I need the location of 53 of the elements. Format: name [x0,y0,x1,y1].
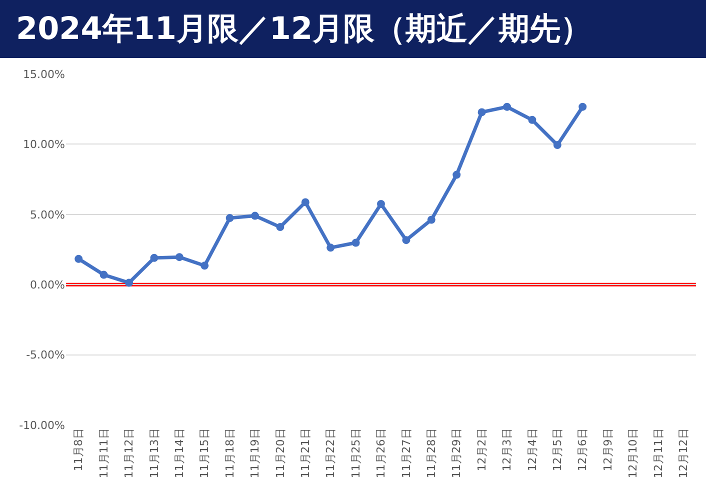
point [377,200,385,208]
point [578,102,587,111]
chart-title: 2024年11月限／12月限（期近／期先） [0,0,706,58]
point [528,116,536,124]
point [125,278,133,287]
point [478,108,486,116]
x-tick-label: 12月11日 [652,428,665,478]
point [175,253,184,262]
point [301,198,310,206]
x-tick-label: 12月2日 [475,428,488,472]
y-tick-label: 15.00% [23,68,65,81]
point [74,254,83,263]
point [251,212,259,220]
x-tick-label: 11月12日 [122,428,136,478]
y-tick-label: 10.00% [23,138,65,152]
x-tick-label: 11月14日 [172,428,186,478]
x-tick-label: 11月19日 [248,428,262,478]
point [200,262,209,270]
point [553,141,562,150]
x-tick-label: 12月10日 [626,428,640,478]
y-tick-label: 5.00% [30,208,65,222]
x-tick-label: 12月12日 [676,428,690,478]
x-tick-label: 11月27日 [400,428,413,478]
x-tick-label: 11月20日 [274,428,287,478]
x-tick-label: 12月6日 [576,428,590,472]
point [452,170,461,179]
x-tick-label: 11月11日 [97,428,110,478]
x-tick-label: 11月15日 [198,428,212,478]
x-tick-label: 12月9日 [601,428,614,472]
point [402,236,410,244]
x-tick-label: 11月8日 [72,428,86,472]
point [503,102,511,111]
x-tick-label: 11月13日 [148,428,161,478]
point [326,244,335,252]
x-tick-label: 12月3日 [500,428,514,472]
x-tick-label: 11月28日 [424,428,438,478]
point [427,216,436,224]
x-tick-label: 12月4日 [526,428,539,472]
point [150,254,158,262]
x-tick-label: 11月22日 [324,428,338,478]
x-tick-label: 11月25日 [349,428,362,478]
x-tick-label: 11月21日 [298,428,312,478]
x-tick-label: 11月18日 [223,428,236,478]
y-tick-label: -10.00% [19,418,65,432]
y-tick-label: -5.00% [26,348,65,362]
point [100,270,108,279]
point [276,223,284,232]
x-tick-label: 11月26日 [374,428,388,478]
y-tick-label: 0.00% [30,278,65,292]
point [226,214,234,222]
x-tick-label: 11月29日 [450,428,464,478]
point [352,238,360,247]
x-tick-label: 12月5日 [550,428,564,472]
